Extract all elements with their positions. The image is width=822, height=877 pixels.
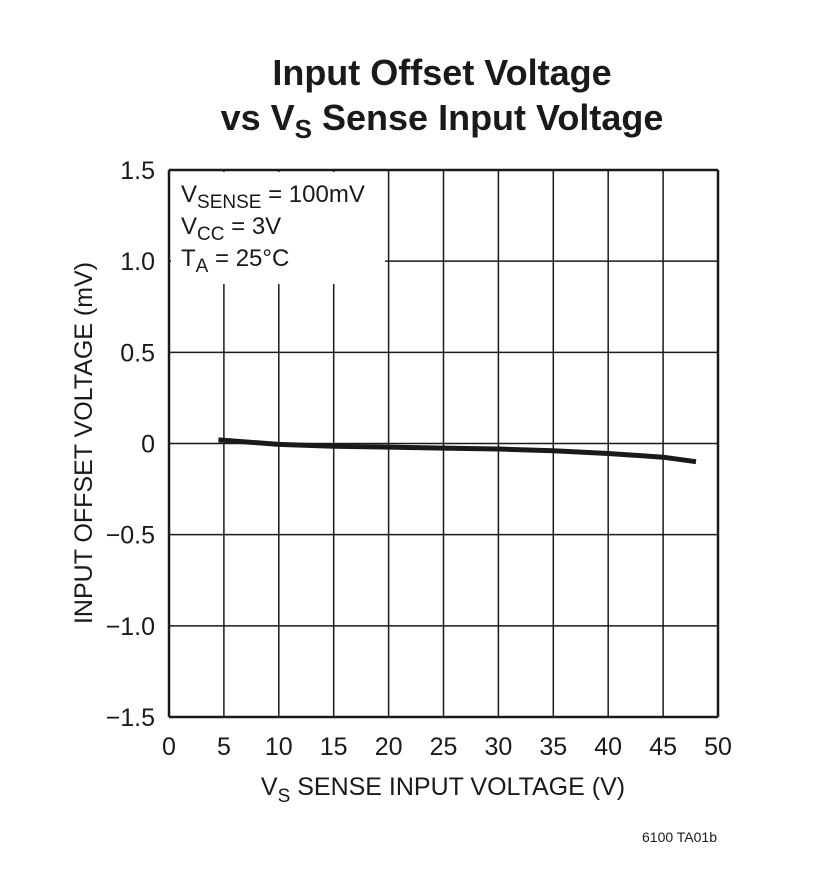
condition-label: VSENSE = 100mV	[181, 181, 365, 213]
x-tick-label: 10	[265, 733, 293, 761]
x-tick-label: 0	[162, 733, 176, 761]
x-tick-label: 15	[320, 733, 348, 761]
footnote: 6100 TA01b	[642, 829, 717, 845]
chart-title-line1: Input Offset Voltage	[272, 52, 611, 93]
condition-label: TA = 25°C	[181, 245, 289, 277]
y-tick-label: 0	[141, 431, 155, 459]
x-tick-label: 50	[704, 733, 732, 761]
x-tick-label: 30	[484, 733, 512, 761]
chart-title-line2: vs VS Sense Input Voltage	[221, 97, 664, 144]
x-axis-label: VS SENSE INPUT VOLTAGE (V)	[261, 773, 625, 807]
series-line	[218, 437, 697, 465]
y-tick-label: 0.5	[120, 339, 155, 367]
y-axis-label: INPUT OFFSET VOLTAGE (mV)	[70, 262, 98, 624]
y-tick-label: −1.5	[106, 704, 155, 732]
x-tick-label: 20	[375, 733, 403, 761]
x-tick-label: 25	[430, 733, 458, 761]
x-tick-label: 5	[217, 733, 231, 761]
condition-label: VCC = 3V	[181, 213, 281, 245]
legend-box	[171, 172, 385, 284]
y-tick-label: −0.5	[106, 522, 155, 550]
x-tick-label: 45	[649, 733, 677, 761]
y-tick-label: 1.5	[120, 157, 155, 185]
x-tick-label: 35	[539, 733, 567, 761]
y-tick-label: −1.0	[106, 613, 155, 641]
y-tick-label: 1.0	[120, 248, 155, 276]
x-tick-label: 40	[594, 733, 622, 761]
